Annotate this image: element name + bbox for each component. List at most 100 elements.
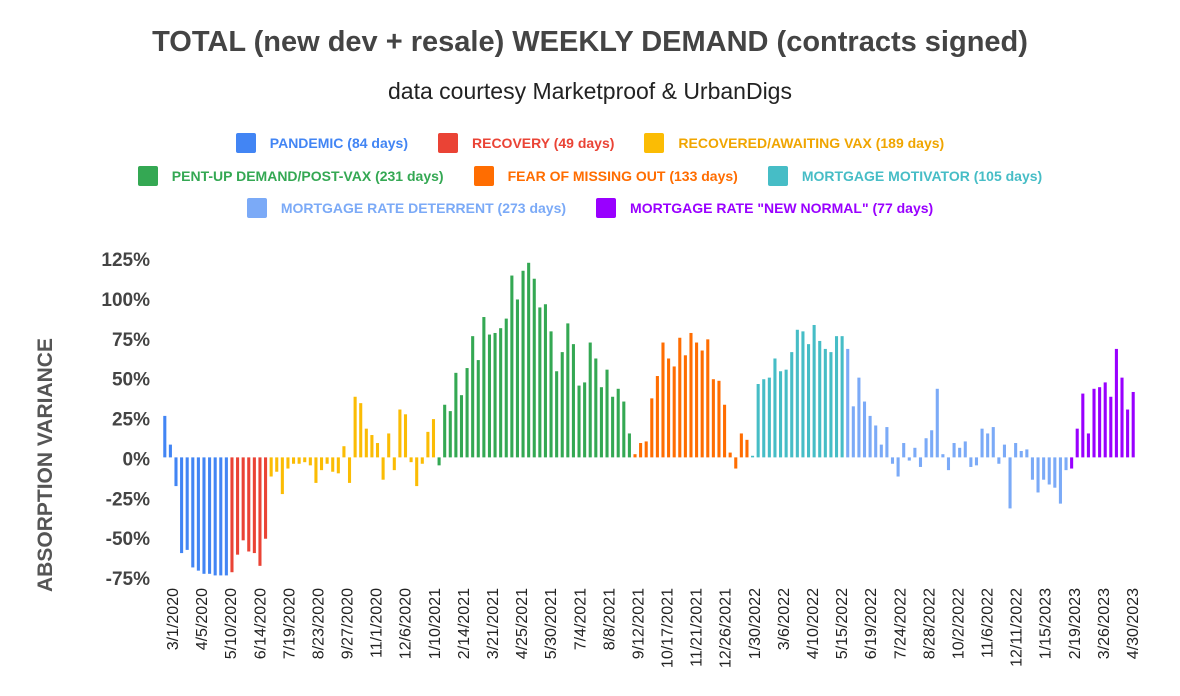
bar <box>560 352 564 458</box>
bar <box>974 457 979 466</box>
bar <box>857 377 861 458</box>
bar <box>331 457 335 472</box>
bar <box>196 457 200 571</box>
bar <box>487 334 492 458</box>
bar <box>1081 393 1085 458</box>
bar <box>879 444 883 458</box>
bar <box>678 337 682 458</box>
bar <box>935 388 939 458</box>
legend-label: PENT-UP DEMAND/POST-VAX (231 days) <box>171 168 444 184</box>
bar <box>717 380 721 458</box>
bar <box>644 441 648 458</box>
bar <box>745 439 749 458</box>
x-tick-label: 8/8/2021 <box>601 588 618 650</box>
bar <box>1131 391 1135 458</box>
bar <box>180 457 184 554</box>
bar <box>202 457 206 574</box>
bar <box>504 318 508 458</box>
bar <box>734 457 738 469</box>
bar <box>1025 449 1029 458</box>
x-tick-label: 7/24/2022 <box>892 588 909 659</box>
y-tick-label: 125% <box>101 250 150 271</box>
bar <box>689 332 693 458</box>
bar <box>532 278 536 458</box>
x-tick-label: 3/21/2021 <box>485 588 502 659</box>
bar <box>320 457 324 471</box>
bar <box>208 457 212 574</box>
x-tick-label: 3/26/2023 <box>1096 588 1113 659</box>
x-tick-label: 5/10/2020 <box>223 588 240 659</box>
bar <box>812 324 816 458</box>
bar <box>823 348 827 458</box>
bar <box>471 336 475 458</box>
bar <box>930 430 934 458</box>
bar <box>230 457 234 573</box>
bar <box>448 411 452 458</box>
legend-swatch <box>246 198 267 218</box>
legend-item: PENT-UP DEMAND/POST-VAX (231 days) <box>137 166 444 186</box>
legend-row: MORTGAGE RATE DETERRENT (273 days) MORTGA… <box>0 198 1180 218</box>
bar <box>773 358 777 458</box>
bar <box>264 457 268 539</box>
legend-swatch <box>473 166 494 186</box>
bar <box>829 352 833 458</box>
bar <box>1047 457 1051 485</box>
bar <box>1098 387 1102 458</box>
bar <box>353 396 357 458</box>
legend-label: PANDEMIC (84 days) <box>269 135 408 151</box>
bar <box>807 344 811 458</box>
bar <box>342 446 346 458</box>
x-tick-label: 7/19/2020 <box>281 588 298 659</box>
bar <box>168 444 172 458</box>
bar <box>728 452 732 458</box>
bar <box>661 342 665 458</box>
bar <box>364 428 368 458</box>
bar <box>443 404 447 458</box>
bar <box>454 372 458 458</box>
x-tick-label: 2/19/2023 <box>1067 588 1084 659</box>
bar <box>1064 457 1068 471</box>
bar <box>370 435 374 458</box>
x-tick-label: 7/4/2021 <box>572 588 589 650</box>
bar <box>403 414 408 458</box>
bar <box>1042 457 1046 480</box>
bar <box>997 457 1001 464</box>
bar <box>969 457 973 467</box>
legend-swatch <box>137 166 158 186</box>
legend-swatch <box>767 166 788 186</box>
bar <box>269 457 273 477</box>
bar <box>398 409 402 458</box>
bar <box>314 457 318 483</box>
bar <box>639 443 643 458</box>
bar <box>359 403 363 458</box>
bar <box>1103 382 1107 458</box>
bar <box>907 457 911 461</box>
bar <box>303 457 307 463</box>
bar <box>583 382 587 458</box>
bar <box>846 348 850 458</box>
legend-label: MORTGAGE MOTIVATOR (105 days) <box>801 168 1043 184</box>
bar <box>292 457 296 464</box>
x-tick-label: 2/14/2021 <box>456 588 473 659</box>
bar <box>420 457 424 464</box>
bar <box>213 457 217 576</box>
legend-item: FEAR OF MISSING OUT (133 days) <box>473 166 738 186</box>
chart-title: TOTAL (new dev + resale) WEEKLY DEMAND (… <box>152 26 1028 58</box>
bar <box>224 457 228 576</box>
bar <box>779 371 783 458</box>
y-tick-label: -50% <box>106 529 150 550</box>
bar <box>946 457 951 471</box>
bar <box>538 307 542 458</box>
bar <box>890 457 895 464</box>
y-tick-label: 100% <box>101 290 150 311</box>
bar <box>896 457 900 477</box>
bar <box>325 457 329 464</box>
legend-swatch <box>596 198 617 218</box>
bar <box>476 360 480 458</box>
bar <box>415 457 419 487</box>
bar <box>952 443 956 458</box>
bar <box>980 428 984 458</box>
bar <box>1019 451 1023 458</box>
bar <box>275 457 279 472</box>
bar <box>280 457 284 495</box>
